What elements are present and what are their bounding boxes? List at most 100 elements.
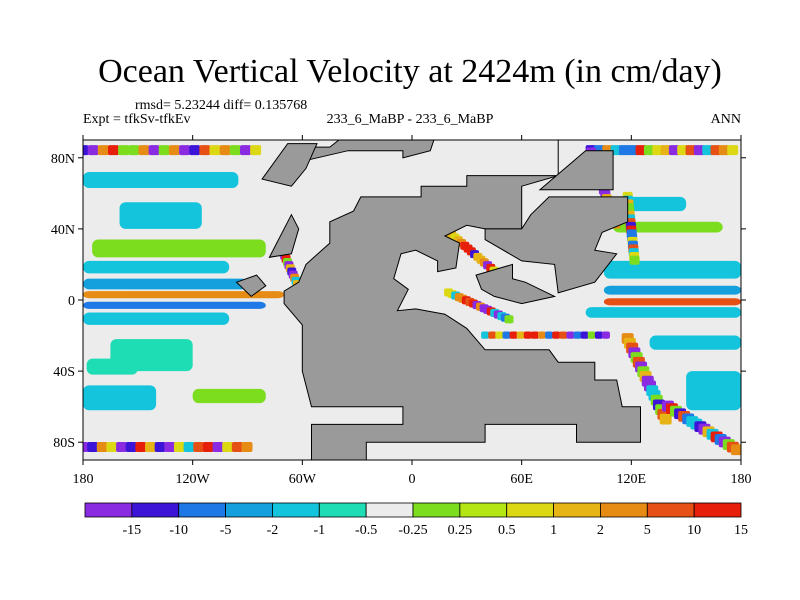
southern-ocean-boundary-cell	[212, 442, 224, 452]
indian-north-rim-cell	[566, 331, 575, 339]
band-sp-24s	[649, 335, 741, 350]
arctic-pacific-boundary-cell	[107, 145, 119, 156]
x-tick-label: 120W	[176, 472, 211, 487]
colorbar-swatch	[459, 502, 508, 518]
band-pac-54s-green	[192, 388, 266, 404]
indian-north-rim-cell	[601, 331, 610, 339]
asia-landmass	[484, 196, 629, 294]
band-pac-eq-blue	[83, 301, 266, 309]
band-np-40n	[613, 221, 723, 233]
arctic-pacific-boundary-cell	[128, 145, 140, 156]
ross-boundary-cell	[730, 444, 741, 456]
greenland-landmass	[261, 143, 318, 187]
band-wp-eq-red	[603, 298, 741, 306]
map-axes: 180 120W 60W 0 60E 120E 180 80N 40N 0 40S 80S	[51, 135, 752, 487]
indian-north-rim-cell	[545, 331, 554, 339]
arctic-asia-boundary-cell	[652, 145, 664, 156]
band-pac-30n	[92, 239, 266, 258]
colorbar-swatch	[225, 502, 273, 518]
east-asia-coast-cell	[629, 255, 640, 265]
arctic-asia-boundary-cell	[627, 145, 639, 156]
arctic-asia-boundary-cell	[643, 145, 655, 156]
southeast-boundary-cell	[659, 413, 672, 425]
arctic-pacific-boundary-cell	[148, 145, 160, 156]
band-pac-48n	[119, 202, 202, 229]
colorbar-label: -5	[220, 523, 232, 538]
band-pac-38s	[86, 358, 138, 375]
colorbar-label: 0.5	[498, 523, 516, 538]
colorbar-swatch	[646, 502, 695, 518]
arctic-pacific-boundary-cell	[138, 145, 150, 156]
southern-ocean-boundary-cell	[135, 442, 147, 452]
colorbar-swatch	[600, 502, 648, 518]
southern-ocean-boundary-cell	[87, 442, 99, 452]
colorbar-swatch	[84, 502, 133, 518]
indian-north-rim-cell	[587, 331, 596, 339]
band-pac-62n	[83, 172, 239, 188]
stats-text: rmsd= 5.23244 diff= 0.135768	[135, 98, 307, 113]
arctic-pacific-boundary-cell	[199, 145, 211, 156]
indian-north-rim-cell	[509, 331, 518, 339]
colorbar-swatch	[506, 502, 554, 518]
colorbar-label: -2	[267, 523, 279, 538]
indian-north-rim-cell	[488, 331, 497, 339]
arctic-asia-boundary-cell	[727, 145, 739, 156]
colorbar-label: -10	[169, 523, 188, 538]
chart-title: Ocean Vertical Velocity at 2424m (in cm/…	[98, 53, 722, 90]
arctic-pacific-boundary-cell	[219, 145, 231, 156]
pacific-coast-spur	[268, 213, 300, 258]
colorbar-swatch	[365, 502, 414, 518]
arctic-asia-boundary-cell	[618, 145, 630, 156]
season-label: ANN	[711, 112, 741, 127]
y-tick-label: 80S	[53, 436, 75, 451]
colorbar-label: -0.5	[355, 523, 377, 538]
indian-north-rim-cell	[573, 331, 582, 339]
arctic-pacific-boundary-cell	[179, 145, 191, 156]
southern-ocean-boundary-cell	[145, 442, 157, 452]
map-layers	[83, 140, 741, 460]
arctic-pacific-boundary-cell	[250, 145, 262, 156]
indian-north-rim-cell	[537, 331, 546, 339]
x-tick-label: 0	[409, 472, 416, 487]
southern-ocean-boundary-cell	[183, 442, 195, 452]
arctic-pacific-boundary-cell	[158, 145, 170, 156]
southern-ocean-boundary-cell	[106, 442, 118, 452]
colorbar-swatch	[693, 502, 742, 518]
arctic-asia-boundary-cell	[718, 145, 730, 156]
arctic-asia-boundary-cell	[702, 145, 714, 156]
band-pac-eq-red	[83, 291, 285, 299]
southern-ocean-boundary-cell	[222, 442, 234, 452]
arctic-pacific-boundary-cell	[189, 145, 201, 156]
y-tick-label: 40S	[53, 365, 75, 380]
southern-ocean-boundary-cell	[96, 442, 108, 452]
tethys-south-rim-cell	[504, 315, 514, 324]
tethys-island	[475, 263, 557, 305]
colorbar-swatch	[412, 502, 461, 518]
colorbar-swatch	[553, 502, 601, 518]
southern-ocean-boundary-cell	[173, 442, 185, 452]
band-wp-eq-n	[603, 285, 741, 295]
southern-ocean-boundary-cell	[164, 442, 176, 452]
map-plot-area	[83, 140, 741, 460]
colorbar-swatch	[178, 502, 226, 518]
arctic-pacific-boundary-cell	[239, 145, 251, 156]
indian-north-rim-cell	[516, 331, 525, 339]
x-tick-label: 180	[731, 472, 752, 487]
colorbar-label: 1	[550, 523, 557, 538]
colorbar-swatch	[131, 502, 180, 518]
southern-ocean-boundary-cell	[116, 442, 128, 452]
colorbar-label: 0.25	[448, 523, 473, 538]
band-wp-18n	[603, 260, 741, 279]
arctic-pacific-boundary-cell	[118, 145, 130, 156]
colorbar-label: 5	[644, 523, 651, 538]
y-tick-label: 0	[68, 294, 75, 309]
arctic-pacific-boundary-cell	[83, 145, 89, 156]
equatorial-island	[235, 274, 267, 298]
band-pac-55s	[83, 385, 157, 411]
indian-north-rim-cell	[523, 331, 532, 339]
x-tick-label: 60W	[289, 472, 317, 487]
band-sp-50s	[686, 371, 741, 411]
colorbar-label: 15	[734, 523, 748, 538]
band-pac-18n	[83, 260, 230, 274]
